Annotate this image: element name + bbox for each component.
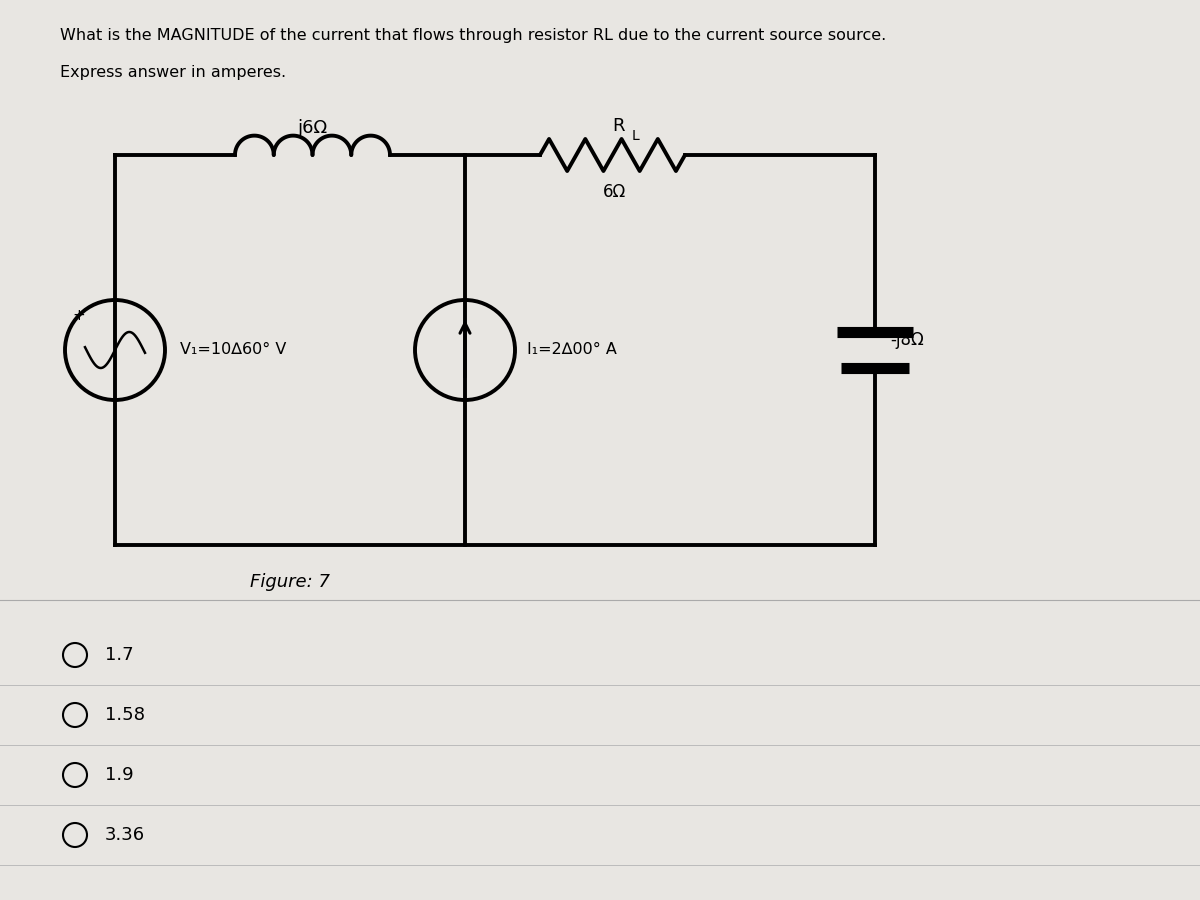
Text: +: + (73, 308, 85, 322)
Text: L: L (632, 129, 640, 143)
Text: 1.58: 1.58 (106, 706, 145, 724)
Text: 6Ω: 6Ω (604, 183, 626, 201)
Text: 1.9: 1.9 (106, 766, 133, 784)
Text: R: R (612, 117, 624, 135)
Text: 1.7: 1.7 (106, 646, 133, 664)
Text: I₁=2∆00° A: I₁=2∆00° A (527, 343, 617, 357)
Text: 3.36: 3.36 (106, 826, 145, 844)
Text: Figure: 7: Figure: 7 (250, 573, 330, 591)
Text: What is the MAGNITUDE of the current that flows through resistor RL due to the c: What is the MAGNITUDE of the current tha… (60, 28, 887, 43)
Text: j6Ω: j6Ω (296, 119, 328, 137)
Text: V₁=10∆60° V: V₁=10∆60° V (180, 343, 287, 357)
Text: -j8Ω: -j8Ω (890, 331, 924, 349)
Text: Express answer in amperes.: Express answer in amperes. (60, 65, 286, 80)
